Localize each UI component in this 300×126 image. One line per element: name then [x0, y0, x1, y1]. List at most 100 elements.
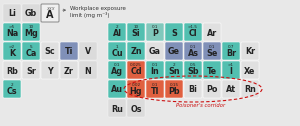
Text: 0.5: 0.5 [190, 64, 196, 68]
FancyBboxPatch shape [41, 61, 59, 79]
FancyBboxPatch shape [79, 42, 97, 60]
Text: Ag: Ag [111, 68, 123, 76]
Text: Ru: Ru [111, 104, 123, 114]
Text: At: At [226, 86, 236, 94]
FancyBboxPatch shape [127, 99, 145, 117]
Text: 0.02: 0.02 [131, 83, 141, 87]
Text: 10: 10 [28, 25, 34, 29]
Text: 2: 2 [116, 25, 118, 29]
Text: In: In [151, 68, 159, 76]
Text: Rn: Rn [244, 86, 256, 94]
Text: 2: 2 [173, 64, 175, 68]
Text: Y: Y [47, 67, 53, 75]
Text: Ca: Ca [25, 49, 37, 57]
FancyBboxPatch shape [3, 4, 21, 22]
FancyBboxPatch shape [108, 99, 126, 117]
Text: 5: 5 [30, 44, 32, 49]
FancyBboxPatch shape [22, 61, 40, 79]
Text: >2: >2 [9, 44, 15, 49]
Text: 0.1: 0.1 [152, 25, 158, 29]
FancyBboxPatch shape [184, 61, 202, 79]
Text: Rb: Rb [6, 67, 18, 75]
FancyBboxPatch shape [222, 42, 240, 60]
FancyBboxPatch shape [3, 61, 21, 79]
FancyBboxPatch shape [108, 42, 126, 60]
FancyBboxPatch shape [3, 23, 21, 41]
FancyBboxPatch shape [241, 42, 259, 60]
Text: Pb: Pb [168, 87, 180, 96]
Text: As: As [188, 49, 199, 57]
FancyBboxPatch shape [165, 80, 183, 98]
FancyBboxPatch shape [222, 61, 240, 79]
Text: 2: 2 [11, 83, 13, 87]
FancyBboxPatch shape [146, 80, 164, 98]
Text: Os: Os [130, 104, 142, 114]
FancyBboxPatch shape [203, 80, 221, 98]
FancyBboxPatch shape [184, 23, 202, 41]
Text: >5: >5 [9, 25, 15, 29]
Text: 10: 10 [134, 25, 139, 29]
FancyBboxPatch shape [241, 80, 259, 98]
Text: Br: Br [226, 49, 236, 57]
FancyBboxPatch shape [184, 42, 202, 60]
FancyBboxPatch shape [79, 61, 97, 79]
Text: Gb: Gb [25, 9, 37, 19]
Text: P: P [152, 29, 158, 39]
FancyBboxPatch shape [203, 61, 221, 79]
Text: Sn: Sn [168, 68, 180, 76]
Text: Zn: Zn [130, 48, 142, 56]
FancyBboxPatch shape [184, 80, 202, 98]
Text: 0.1: 0.1 [152, 64, 158, 68]
Text: Zr: Zr [64, 67, 74, 75]
FancyBboxPatch shape [41, 42, 59, 60]
Text: Te: Te [207, 67, 217, 75]
FancyBboxPatch shape [127, 23, 145, 41]
Text: 0.1: 0.1 [114, 64, 120, 68]
FancyBboxPatch shape [127, 42, 145, 60]
Text: Po: Po [206, 86, 218, 94]
Text: Poisoner's corridor: Poisoner's corridor [176, 103, 226, 108]
FancyBboxPatch shape [41, 4, 59, 22]
FancyBboxPatch shape [3, 42, 21, 60]
FancyBboxPatch shape [22, 23, 40, 41]
Text: S: S [171, 28, 177, 38]
Text: >1.5: >1.5 [188, 25, 198, 29]
FancyBboxPatch shape [203, 42, 221, 60]
Text: Se: Se [206, 49, 218, 57]
FancyBboxPatch shape [60, 61, 78, 79]
FancyBboxPatch shape [108, 61, 126, 79]
FancyBboxPatch shape [165, 42, 183, 60]
Text: Ge: Ge [168, 48, 180, 56]
Text: Bi: Bi [189, 86, 197, 94]
FancyBboxPatch shape [22, 4, 40, 22]
FancyBboxPatch shape [222, 80, 240, 98]
Text: Ar: Ar [207, 28, 217, 38]
FancyBboxPatch shape [127, 80, 145, 98]
Text: Al: Al [112, 29, 122, 39]
Text: Si: Si [132, 29, 140, 39]
FancyBboxPatch shape [22, 42, 40, 60]
Text: limit (mg m⁻³): limit (mg m⁻³) [70, 11, 110, 18]
Text: Na: Na [6, 29, 18, 39]
Text: Cu: Cu [111, 49, 123, 57]
Text: Ti: Ti [65, 48, 73, 56]
Text: 0.1: 0.1 [190, 44, 196, 49]
Text: 0.1: 0.1 [209, 44, 215, 49]
FancyBboxPatch shape [127, 61, 145, 79]
Text: Ga: Ga [149, 48, 161, 56]
Text: Sr: Sr [26, 67, 36, 75]
Text: Cs: Cs [7, 87, 17, 96]
Text: Cl: Cl [189, 29, 197, 39]
Text: XXX: XXX [46, 7, 54, 10]
Text: Au: Au [111, 86, 123, 94]
Text: >1: >1 [228, 64, 234, 68]
Text: Cd: Cd [130, 68, 142, 76]
Text: K: K [9, 49, 15, 57]
Text: Workplace exposure: Workplace exposure [70, 6, 126, 11]
Text: Li: Li [8, 9, 16, 19]
FancyBboxPatch shape [108, 80, 126, 98]
FancyBboxPatch shape [146, 23, 164, 41]
Text: Tl: Tl [151, 87, 159, 96]
FancyBboxPatch shape [3, 80, 21, 98]
Text: Sb: Sb [187, 68, 199, 76]
